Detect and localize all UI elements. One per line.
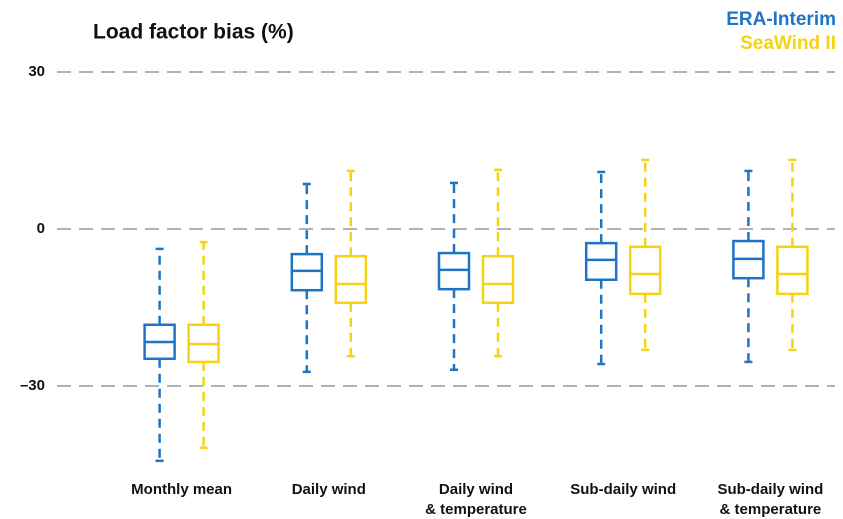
x-tick-label: Daily wind & temperature xyxy=(425,481,527,518)
x-tick-label-line: & temperature xyxy=(425,501,527,518)
box xyxy=(290,252,324,292)
box xyxy=(437,251,471,291)
x-tick-label-line: Sub-daily wind xyxy=(717,481,823,498)
x-tick-label-line: Monthly mean xyxy=(131,481,232,498)
x-tick-label: Daily wind xyxy=(292,481,366,498)
box xyxy=(776,245,809,296)
box xyxy=(481,254,515,305)
chart-title: Load factor bias (%) xyxy=(93,21,294,44)
y-tick-label: 30 xyxy=(28,63,45,80)
legend-label: SeaWind II xyxy=(740,33,836,54)
x-tick-label: Sub-daily wind xyxy=(570,481,676,498)
box xyxy=(584,241,618,282)
x-tick-label: Sub-daily wind & temperature xyxy=(717,481,823,518)
y-tick-label: –30 xyxy=(20,377,45,394)
x-tick-label-line: Daily wind xyxy=(292,481,366,498)
x-tick-label-line: & temperature xyxy=(720,501,822,518)
box xyxy=(628,245,662,296)
x-tick-label: Monthly mean xyxy=(131,481,232,498)
box xyxy=(334,254,368,305)
x-tick-label-line: Daily wind xyxy=(439,481,513,498)
x-tick-label-line: Sub-daily wind xyxy=(570,481,676,498)
y-tick-label: 0 xyxy=(37,220,45,237)
legend-label: ERA-Interim xyxy=(726,9,836,30)
